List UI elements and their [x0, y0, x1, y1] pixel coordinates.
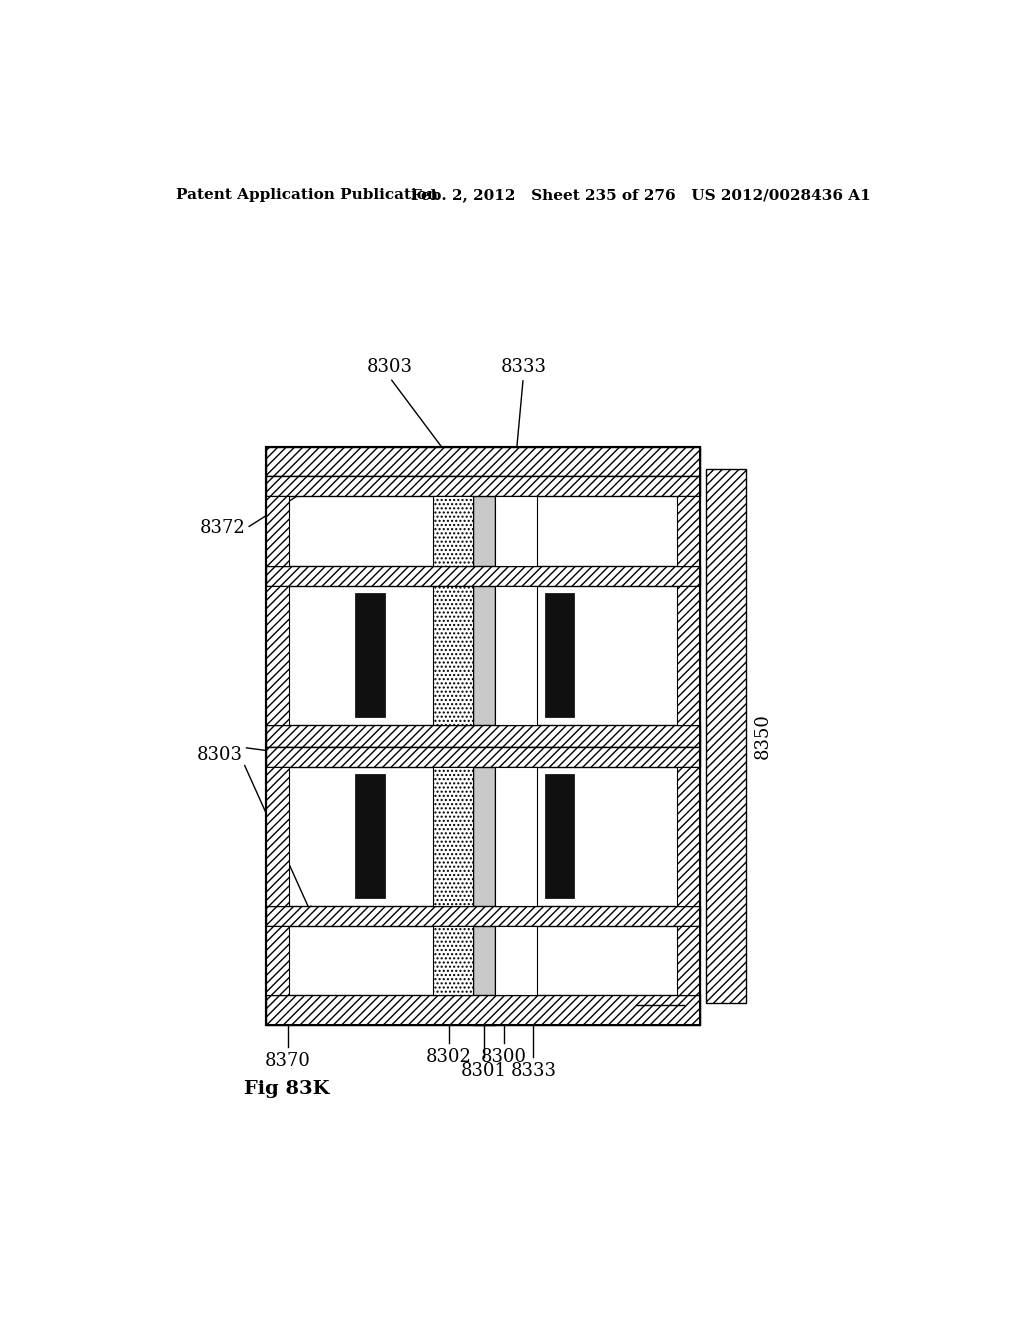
Bar [266, 496, 289, 566]
Text: 8303: 8303 [367, 358, 413, 376]
Bar [677, 927, 700, 995]
Bar [677, 767, 700, 906]
Bar [432, 496, 473, 566]
Bar [707, 469, 746, 1003]
Bar [266, 995, 700, 1024]
Text: Feb. 2, 2012   Sheet 235 of 276   US 2012/0028436 A1: Feb. 2, 2012 Sheet 235 of 276 US 2012/00… [411, 189, 870, 202]
Bar [266, 927, 289, 995]
Text: 8333: 8333 [510, 1061, 556, 1080]
Text: 8333: 8333 [501, 358, 546, 376]
Bar [495, 586, 538, 725]
Bar [432, 447, 473, 1024]
Bar [266, 566, 700, 586]
Bar [266, 477, 700, 496]
Bar [432, 586, 473, 725]
Bar [266, 447, 700, 1024]
Bar [266, 586, 289, 725]
Bar [545, 594, 574, 718]
Bar [495, 496, 538, 566]
Bar [432, 927, 473, 995]
Bar [266, 725, 700, 747]
Bar [266, 906, 700, 927]
Text: Patent Application Publication: Patent Application Publication [176, 189, 438, 202]
Bar [266, 447, 700, 477]
Bar [677, 586, 700, 725]
Text: 8302: 8302 [426, 1048, 472, 1065]
Text: 8300: 8300 [481, 1048, 527, 1065]
Bar [495, 767, 538, 906]
Bar [677, 496, 700, 566]
Bar [473, 447, 495, 1024]
Text: 808: 808 [638, 997, 673, 1014]
Bar [495, 447, 538, 1024]
Bar [355, 594, 385, 718]
Text: 8372: 8372 [200, 519, 246, 537]
Bar [432, 767, 473, 906]
Text: 8350: 8350 [755, 713, 772, 759]
Bar [545, 775, 574, 899]
Bar [266, 767, 289, 906]
Text: Fig 83K: Fig 83K [245, 1080, 330, 1098]
Bar [266, 747, 700, 767]
Text: 8301: 8301 [461, 1061, 507, 1080]
Bar [266, 447, 700, 1024]
Bar [355, 775, 385, 899]
Bar [495, 927, 538, 995]
Text: 8370: 8370 [265, 1052, 310, 1069]
Text: 8303: 8303 [197, 746, 243, 764]
